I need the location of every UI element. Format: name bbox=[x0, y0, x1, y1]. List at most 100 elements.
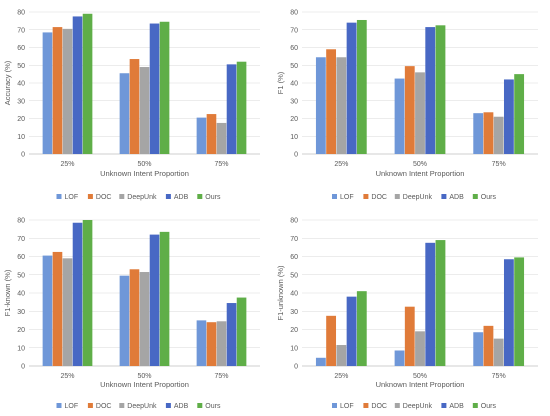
legend-swatch-adb bbox=[165, 403, 171, 408]
bar-ours-25pct bbox=[356, 19, 367, 154]
legend-swatch-deepunk bbox=[394, 403, 400, 408]
legend-label-ours: Ours bbox=[205, 194, 221, 201]
bar-lof-25pct bbox=[315, 57, 326, 155]
legend-swatch-lof bbox=[56, 403, 62, 408]
y-tick-label: 40 bbox=[290, 291, 298, 298]
chart-panel-4: 0 10 20 30 40 50 60 70 80 25% 50% 75% Unknown Intent… bbox=[276, 218, 538, 410]
legend-label-ours: Ours bbox=[205, 403, 221, 410]
y-tick-label: 10 bbox=[17, 345, 25, 352]
legend-swatch-adb bbox=[441, 403, 447, 408]
bar-ours-75pct bbox=[514, 257, 525, 366]
y-axis-title: F1-known (%) bbox=[3, 269, 12, 316]
y-tick-label: 80 bbox=[290, 10, 298, 17]
y-axis-title: Accuracy (%) bbox=[3, 60, 12, 105]
y-tick-label: 10 bbox=[290, 345, 298, 352]
y-tick-label: 60 bbox=[17, 254, 25, 261]
bar-lof-50pct bbox=[394, 78, 405, 154]
bar-deepunk-50pct bbox=[415, 331, 425, 366]
y-tick-label: 30 bbox=[290, 309, 298, 316]
legend: LOF DOC DeepUnk ADB Ours bbox=[56, 194, 221, 201]
bar-adb-75pct bbox=[226, 303, 237, 366]
legend-swatch-lof bbox=[332, 403, 337, 408]
bar-ours-75pct bbox=[236, 297, 247, 366]
y-tick-label: 30 bbox=[290, 98, 298, 105]
x-tick-label: 75% bbox=[214, 161, 228, 168]
legend-label-deepunk: DeepUnk bbox=[403, 403, 433, 410]
bar-deepunk-50pct bbox=[139, 67, 150, 154]
bar-deepunk-75pct bbox=[493, 116, 504, 154]
bar-ours-75pct bbox=[236, 61, 247, 155]
y-tick-label: 40 bbox=[290, 81, 298, 88]
bar-lof-75pct bbox=[196, 320, 207, 366]
legend-swatch-doc bbox=[87, 194, 93, 199]
x-tick-label: 25% bbox=[334, 373, 348, 380]
y-tick-label: 70 bbox=[290, 27, 298, 34]
bar-adb-25pct bbox=[346, 22, 357, 155]
bar-deepunk-25pct bbox=[336, 345, 347, 366]
bar-deepunk-75pct bbox=[216, 321, 227, 366]
bar-ours-50pct bbox=[435, 25, 446, 154]
bar-lof-50pct bbox=[119, 73, 130, 154]
legend: LOF DOC DeepUnk ADB Ours bbox=[56, 403, 221, 410]
bar-adb-50pct bbox=[425, 242, 436, 366]
bar-adb-25pct bbox=[72, 222, 83, 366]
x-tick-label: 75% bbox=[492, 161, 506, 168]
y-axis-title: F1-unknown (%) bbox=[276, 265, 285, 321]
legend-label-adb: ADB bbox=[449, 403, 464, 410]
bar-doc-50pct bbox=[129, 269, 140, 366]
bar-lof-25pct bbox=[42, 255, 53, 366]
legend-swatch-ours bbox=[197, 403, 203, 408]
y-tick-label: 10 bbox=[290, 134, 298, 141]
bar-lof-25pct bbox=[42, 32, 53, 154]
legend-swatch-doc bbox=[363, 194, 369, 199]
bar-doc-75pct bbox=[206, 114, 217, 154]
legend-swatch-ours bbox=[472, 403, 478, 408]
bar-deepunk-50pct bbox=[139, 272, 150, 366]
y-tick-label: 70 bbox=[17, 27, 25, 34]
y-tick-label: 50 bbox=[17, 272, 25, 279]
legend-swatch-adb bbox=[165, 194, 171, 199]
x-tick-label: 25% bbox=[60, 161, 74, 168]
legend-label-doc: DOC bbox=[371, 194, 387, 201]
legend-swatch-ours bbox=[197, 194, 203, 199]
bar-ours-50pct bbox=[159, 231, 170, 366]
y-tick-label: 20 bbox=[17, 116, 25, 123]
y-tick-label: 10 bbox=[17, 134, 25, 141]
bar-doc-25pct bbox=[52, 251, 63, 366]
x-axis-title: Unknown Intent Proportion bbox=[100, 380, 189, 389]
bar-adb-25pct bbox=[72, 16, 83, 154]
y-tick-label: 70 bbox=[290, 236, 298, 243]
x-axis-title: Unknown Intent Proportion bbox=[376, 380, 465, 389]
bar-deepunk-75pct bbox=[216, 122, 227, 154]
bar-adb-50pct bbox=[149, 23, 160, 154]
y-tick-label: 30 bbox=[17, 98, 25, 105]
legend: LOF DOC DeepUnk ADB Ours bbox=[332, 403, 496, 410]
x-tick-label: 50% bbox=[137, 161, 151, 168]
y-tick-label: 50 bbox=[290, 63, 298, 70]
bar-ours-25pct bbox=[82, 13, 93, 155]
y-tick-label: 0 bbox=[294, 152, 298, 159]
y-tick-label: 60 bbox=[17, 45, 25, 52]
y-tick-label: 50 bbox=[17, 63, 25, 70]
x-tick-label: 75% bbox=[214, 373, 228, 380]
y-tick-label: 60 bbox=[290, 45, 298, 52]
bar-deepunk-25pct bbox=[62, 258, 73, 366]
x-tick-label: 25% bbox=[334, 161, 348, 168]
legend-swatch-lof bbox=[56, 194, 62, 199]
bar-lof-75pct bbox=[473, 113, 484, 154]
y-tick-label: 20 bbox=[290, 327, 298, 334]
bar-ours-25pct bbox=[356, 291, 367, 366]
bar-lof-50pct bbox=[119, 275, 130, 366]
bar-adb-75pct bbox=[503, 259, 514, 366]
x-axis-title: Unknown Intent Proportion bbox=[376, 169, 465, 178]
y-tick-label: 40 bbox=[17, 291, 25, 298]
legend-label-adb: ADB bbox=[174, 194, 189, 201]
legend: LOF DOC DeepUnk ADB Ours bbox=[332, 194, 496, 201]
legend-label-ours: Ours bbox=[481, 194, 497, 201]
y-tick-label: 0 bbox=[21, 364, 25, 371]
legend-label-ours: Ours bbox=[481, 403, 497, 410]
y-tick-label: 20 bbox=[290, 116, 298, 123]
y-tick-label: 80 bbox=[17, 218, 25, 225]
y-tick-label: 80 bbox=[290, 218, 298, 225]
